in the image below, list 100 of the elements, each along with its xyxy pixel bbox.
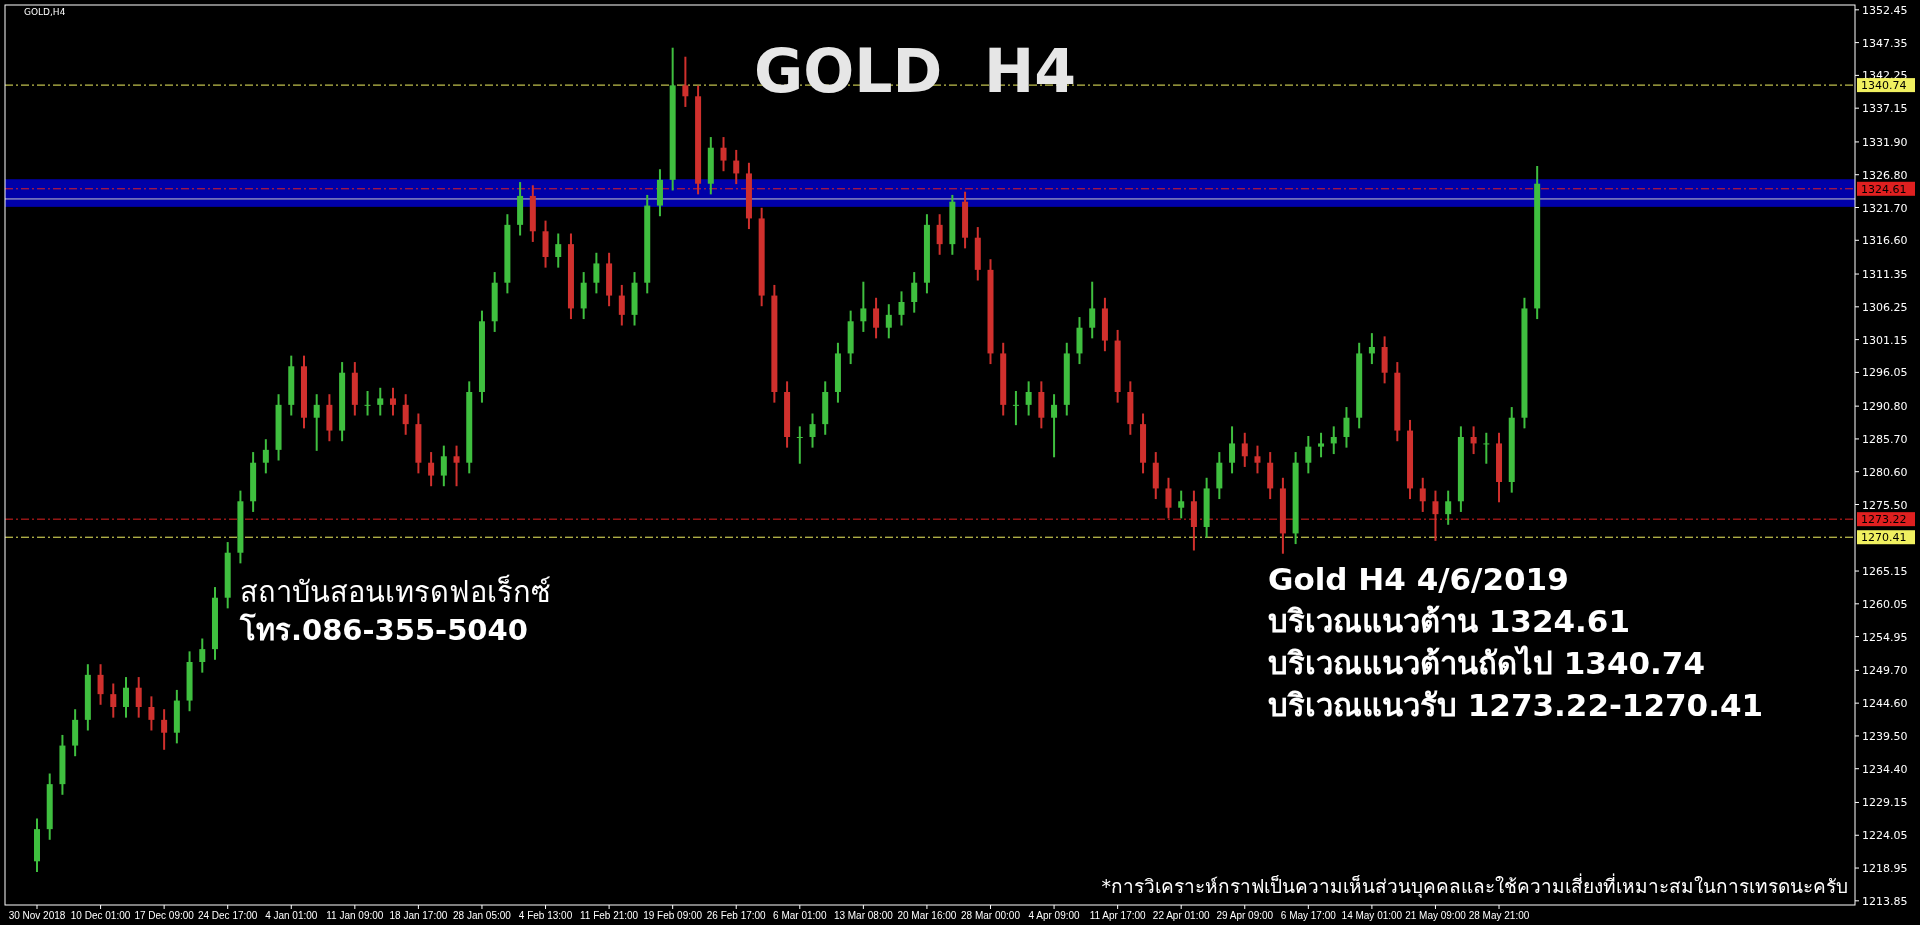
candlestick <box>911 272 918 313</box>
candlestick <box>1089 281 1096 339</box>
candlestick <box>936 214 943 255</box>
y-tick-label: 1347.35 <box>1862 36 1908 50</box>
candlestick <box>898 291 905 326</box>
y-tick-label: 1306.25 <box>1862 300 1908 314</box>
annotation: บริเวณแนวต้าน 1324.61 <box>1268 603 1630 639</box>
y-tick-label: 1213.85 <box>1862 894 1908 908</box>
y-tick-label: 1249.70 <box>1862 664 1908 678</box>
x-tick-label: 6 Mar 01:00 <box>773 910 827 921</box>
annotation: GOLD,H4 <box>24 7 66 17</box>
x-tick-label: 6 May 17:00 <box>1280 910 1337 921</box>
annotation: *การวิเคราะห์กราฟเป็นความเห็นส่วนบุคคลและใช้ความเสี่ยงที่เหมาะสมในการเทรดนะครับ <box>1101 873 1848 899</box>
candlestick <box>1318 432 1325 458</box>
x-tick-label: 11 Feb 21:00 <box>580 910 639 921</box>
candlestick <box>555 233 562 268</box>
candlestick <box>1343 407 1350 448</box>
candlestick <box>885 304 892 339</box>
y-tick-label: 1296.05 <box>1862 366 1908 380</box>
y-tick-label: 1229.15 <box>1862 796 1908 810</box>
x-tick-label: 29 Apr 09:00 <box>1216 910 1274 921</box>
ref-line-label: 1270.41 <box>1861 531 1907 545</box>
x-tick-label: 4 Jan 01:00 <box>265 910 318 921</box>
y-tick-label: 1224.05 <box>1862 829 1908 843</box>
x-tick-label: 18 Jan 17:00 <box>389 910 448 921</box>
x-tick-label: 24 Dec 17:00 <box>197 910 258 921</box>
y-tick-label: 1260.05 <box>1862 597 1908 611</box>
candlestick <box>1432 490 1439 541</box>
x-tick-label: 21 May 09:00 <box>1405 910 1467 921</box>
y-tick-label: 1285.70 <box>1862 432 1908 446</box>
candlestick <box>122 677 129 718</box>
candlestick <box>1470 426 1477 455</box>
y-tick-label: 1254.95 <box>1862 630 1908 644</box>
y-tick-label: 1331.90 <box>1862 135 1908 149</box>
annotation: Gold H4 4/6/2019 <box>1268 561 1569 597</box>
ref-line-label: 1340.74 <box>1861 79 1907 93</box>
x-tick-label: 19 Feb 09:00 <box>643 910 703 921</box>
ref-line-label: 1324.61 <box>1861 182 1907 196</box>
candlestick <box>1178 490 1185 519</box>
candlestick <box>682 56 689 107</box>
candlestick <box>402 394 409 435</box>
y-tick-label: 1244.60 <box>1862 697 1908 711</box>
x-tick-label: 13 Mar 08:00 <box>833 910 894 921</box>
candlestick <box>733 149 740 185</box>
annotation: สถาบันสอนเทรดฟอเร็กซ์ <box>240 574 551 609</box>
candlestick <box>1330 426 1337 455</box>
y-tick-label: 1234.40 <box>1862 762 1908 776</box>
annotation: บริเวณแนวต้านถัดไป 1340.74 <box>1268 645 1705 681</box>
candlestick <box>389 387 396 416</box>
x-tick-label: 20 Mar 16:00 <box>897 910 957 921</box>
annotation: บริเวณแนวรับ 1273.22-1270.41 <box>1268 687 1764 723</box>
x-tick-label: 11 Jan 09:00 <box>326 910 384 921</box>
candlestick <box>199 638 206 673</box>
x-tick-label: 28 Mar 00:00 <box>961 910 1021 921</box>
x-tick-label: 11 Apr 17:00 <box>1089 910 1147 921</box>
candlestick <box>1254 445 1261 474</box>
candlestick <box>364 391 371 416</box>
candlestick <box>135 677 142 718</box>
y-tick-label: 1326.80 <box>1862 168 1908 182</box>
candlestick <box>1419 477 1426 512</box>
y-tick-label: 1321.70 <box>1862 201 1908 215</box>
candlestick <box>1229 426 1236 474</box>
candlestick <box>453 445 460 487</box>
x-tick-label: 26 Feb 17:00 <box>706 910 767 921</box>
candlestick <box>1012 391 1019 426</box>
candlestick <box>1165 477 1172 519</box>
x-tick-label: 14 May 01:00 <box>1341 910 1403 921</box>
x-tick-label: 30 Nov 2018 <box>8 910 66 921</box>
candlestick <box>593 252 600 294</box>
y-tick-label: 1218.95 <box>1862 862 1908 876</box>
candlestick <box>809 413 816 448</box>
ref-line-label: 1273.22 <box>1861 513 1907 527</box>
candlestick <box>97 664 104 705</box>
y-tick-label: 1239.50 <box>1862 729 1908 743</box>
y-tick-label: 1280.60 <box>1862 465 1908 479</box>
candlestick <box>313 394 320 451</box>
candlestick <box>377 387 384 416</box>
candlestick <box>860 281 867 332</box>
candlestick <box>1368 333 1375 365</box>
candlestick <box>1241 432 1248 467</box>
candlestick <box>796 426 803 464</box>
candlestick <box>720 137 727 172</box>
y-tick-label: 1290.80 <box>1862 400 1908 414</box>
candlestick <box>1025 381 1032 416</box>
candlestick <box>1051 394 1058 458</box>
y-tick-label: 1352.45 <box>1862 3 1908 17</box>
x-tick-label: 10 Dec 01:00 <box>70 910 131 921</box>
x-tick-label: 28 Jan 05:00 <box>453 910 512 921</box>
candlestick <box>1445 490 1452 525</box>
candlestick <box>262 439 269 474</box>
candlestick <box>618 284 625 326</box>
x-tick-label: 4 Feb 13:00 <box>518 910 573 921</box>
candlestick <box>873 297 880 339</box>
y-tick-label: 1275.50 <box>1862 498 1908 512</box>
candlestick <box>440 445 447 487</box>
y-tick-label: 1311.35 <box>1862 268 1908 282</box>
candlestick <box>428 452 435 487</box>
candlestick <box>161 709 168 750</box>
annotation: โทร.086-355-5040 <box>239 612 528 647</box>
candlestick <box>1305 436 1312 474</box>
